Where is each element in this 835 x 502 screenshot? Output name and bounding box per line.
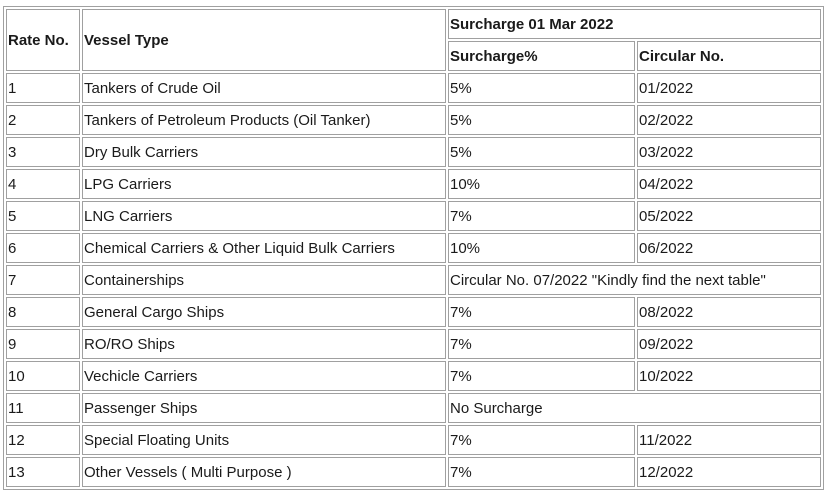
cell-circular-no: 04/2022: [637, 169, 821, 199]
cell-circular-no: 11/2022: [637, 425, 821, 455]
table-row: 7 Containerships Circular No. 07/2022 "Kin…: [6, 265, 821, 295]
table-row: 3 Dry Bulk Carriers 5% 03/2022: [6, 137, 821, 167]
cell-circular-no: 10/2022: [637, 361, 821, 391]
cell-rate-no: 8: [6, 297, 80, 327]
cell-vessel-type: Dry Bulk Carriers: [82, 137, 446, 167]
table-row: 5 LNG Carriers 7% 05/2022: [6, 201, 821, 231]
cell-rate-no: 12: [6, 425, 80, 455]
cell-surcharge: 5%: [448, 105, 635, 135]
table-row: 9 RO/RO Ships 7% 09/2022: [6, 329, 821, 359]
header-vessel-type: Vessel Type: [82, 9, 446, 71]
cell-rate-no: 3: [6, 137, 80, 167]
cell-rate-no: 1: [6, 73, 80, 103]
cell-vessel-type: General Cargo Ships: [82, 297, 446, 327]
surcharge-table-container: Rate No. Vessel Type Surcharge 01 Mar 20…: [3, 6, 824, 490]
cell-circular-no: 02/2022: [637, 105, 821, 135]
cell-circular-no: 03/2022: [637, 137, 821, 167]
cell-circular-no: 08/2022: [637, 297, 821, 327]
header-surcharge-group: Surcharge 01 Mar 2022: [448, 9, 821, 39]
cell-vessel-type: Chemical Carriers & Other Liquid Bulk Ca…: [82, 233, 446, 263]
cell-vessel-type: Special Floating Units: [82, 425, 446, 455]
cell-rate-no: 7: [6, 265, 80, 295]
cell-rate-no: 5: [6, 201, 80, 231]
cell-surcharge: 7%: [448, 457, 635, 487]
table-row: 8 General Cargo Ships 7% 08/2022: [6, 297, 821, 327]
cell-vessel-type: Containerships: [82, 265, 446, 295]
cell-circular-no: 06/2022: [637, 233, 821, 263]
subheader-row: Surcharge% Circular No.: [6, 41, 821, 71]
cell-rate-no: 11: [6, 393, 80, 423]
cell-circular-no: 09/2022: [637, 329, 821, 359]
cell-vessel-type: Passenger Ships: [82, 393, 446, 423]
cell-vessel-type: Tankers of Crude Oil: [82, 73, 446, 103]
cell-rate-no: 9: [6, 329, 80, 359]
cell-surcharge: 5%: [448, 73, 635, 103]
cell-rate-no: 6: [6, 233, 80, 263]
table-row: 4 LPG Carriers 10% 04/2022: [6, 169, 821, 199]
cell-surcharge: 7%: [448, 329, 635, 359]
cell-surcharge: 5%: [448, 137, 635, 167]
table-row: 2 Tankers of Petroleum Products (Oil Tank…: [6, 105, 821, 135]
header-surcharge-percent: Surcharge%: [448, 41, 635, 71]
cell-surcharge: 7%: [448, 425, 635, 455]
table-row: 12 Special Floating Units 7% 11/2022: [6, 425, 821, 455]
cell-rate-no: 10: [6, 361, 80, 391]
cell-vessel-type: Other Vessels ( Multi Purpose ): [82, 457, 446, 487]
cell-merged-note: No Surcharge: [448, 393, 821, 423]
table-row: 13 Other Vessels ( Multi Purpose ) 7% 12/20…: [6, 457, 821, 487]
table-row: 6 Chemical Carriers & Other Liquid Bulk C…: [6, 233, 821, 263]
cell-rate-no: 13: [6, 457, 80, 487]
table-body: 1 Tankers of Crude Oil 5% 01/2022 2 Tankers o…: [6, 73, 821, 487]
cell-vessel-type: RO/RO Ships: [82, 329, 446, 359]
cell-surcharge: 10%: [448, 233, 635, 263]
cell-vessel-type: LNG Carriers: [82, 201, 446, 231]
cell-rate-no: 2: [6, 105, 80, 135]
header-circular-no: Circular No.: [637, 41, 821, 71]
table-row: 1 Tankers of Crude Oil 5% 01/2022: [6, 73, 821, 103]
cell-surcharge: 10%: [448, 169, 635, 199]
cell-surcharge: 7%: [448, 201, 635, 231]
cell-merged-note: Circular No. 07/2022 "Kindly find the ne…: [448, 265, 821, 295]
cell-circular-no: 12/2022: [637, 457, 821, 487]
cell-vessel-type: Vechicle Carriers: [82, 361, 446, 391]
cell-circular-no: 05/2022: [637, 201, 821, 231]
table-row: 11 Passenger Ships No Surcharge: [6, 393, 821, 423]
surcharge-table: Rate No. Vessel Type Surcharge 01 Mar 20…: [3, 6, 824, 490]
header-rate-no: Rate No.: [6, 9, 80, 71]
table-row: 10 Vechicle Carriers 7% 10/2022: [6, 361, 821, 391]
cell-vessel-type: LPG Carriers: [82, 169, 446, 199]
header-row: Rate No. Vessel Type Surcharge 01 Mar 20…: [6, 9, 821, 71]
cell-rate-no: 4: [6, 169, 80, 199]
cell-surcharge: 7%: [448, 297, 635, 327]
cell-surcharge: 7%: [448, 361, 635, 391]
cell-circular-no: 01/2022: [637, 73, 821, 103]
cell-vessel-type: Tankers of Petroleum Products (Oil Tanke…: [82, 105, 446, 135]
